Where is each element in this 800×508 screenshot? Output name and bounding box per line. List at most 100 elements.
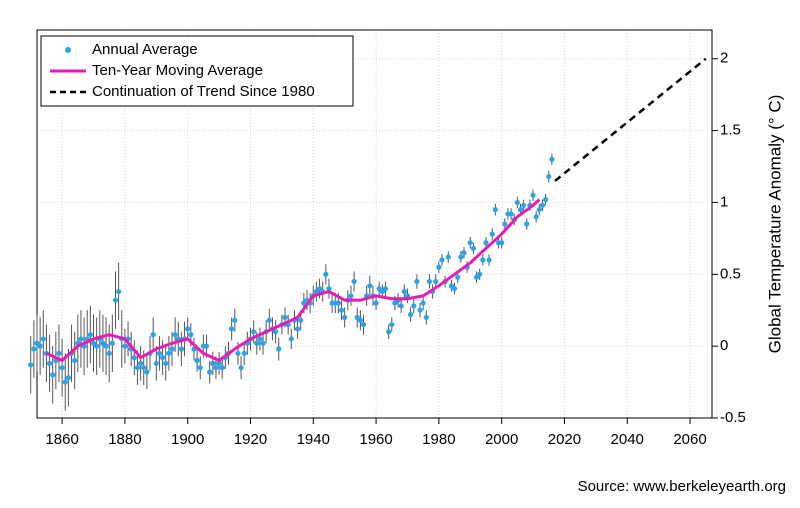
annual-point — [389, 321, 395, 328]
annual-point — [489, 231, 495, 237]
annual-point — [543, 196, 549, 203]
annual-point — [408, 311, 414, 318]
annual-point — [116, 288, 122, 295]
annual-point — [166, 350, 172, 356]
annual-point — [530, 192, 536, 198]
annual-point — [194, 357, 200, 364]
annual-point — [445, 254, 451, 260]
annual-point — [134, 365, 141, 371]
annual-point — [46, 360, 53, 366]
annual-point — [207, 369, 213, 375]
annual-point — [467, 240, 473, 246]
annual-point — [103, 343, 109, 349]
annual-point — [398, 303, 404, 309]
annual-point — [533, 214, 539, 220]
annual-point — [78, 336, 84, 342]
annual-point — [156, 350, 163, 356]
annual-point — [420, 300, 426, 306]
x-tick-label: 2040 — [611, 431, 644, 448]
annual-point — [260, 340, 266, 346]
annual-point — [106, 350, 112, 356]
legend-box — [40, 35, 354, 107]
annual-point — [144, 369, 150, 375]
annual-point — [251, 329, 257, 335]
annual-point — [549, 156, 555, 162]
annual-point — [28, 362, 34, 368]
annual-point — [112, 297, 119, 303]
annual-point — [203, 343, 210, 349]
legend-label: Annual Average — [92, 41, 198, 58]
annual-point — [257, 336, 263, 342]
annual-point — [131, 355, 137, 361]
annual-point — [521, 202, 527, 208]
annual-point — [235, 350, 241, 356]
annual-point — [298, 317, 304, 323]
y-tick-label: 2 — [720, 50, 728, 67]
x-tick-label: 2060 — [673, 431, 706, 448]
y-axis-label: Global Temperature Anomaly (° C) — [765, 95, 784, 354]
annual-point — [56, 350, 62, 356]
annual-point — [499, 240, 505, 246]
annual-point — [188, 332, 194, 338]
y-tick-label: 0 — [720, 337, 728, 354]
annual-point — [492, 207, 498, 213]
annual-point — [536, 207, 542, 213]
annual-point — [65, 375, 71, 381]
annual-point — [386, 329, 392, 335]
annual-point — [351, 278, 357, 285]
annual-point — [461, 250, 467, 256]
annual-point — [238, 365, 244, 371]
y-tick-label: 1.5 — [720, 122, 741, 139]
annual-point — [294, 326, 301, 332]
annual-point — [502, 221, 508, 227]
annual-point — [109, 340, 115, 346]
annual-point — [514, 199, 520, 206]
annual-point — [436, 264, 442, 270]
annual-point — [31, 346, 37, 352]
annual-point — [153, 360, 159, 366]
x-tick-label: 1860 — [45, 431, 78, 448]
annual-point — [439, 257, 445, 263]
annual-point — [163, 360, 169, 366]
annual-point — [517, 207, 524, 213]
annual-point — [357, 317, 363, 323]
annual-point — [426, 278, 433, 285]
annual-point — [40, 336, 46, 342]
x-tick-label: 1900 — [171, 431, 204, 448]
annual-point — [455, 274, 461, 280]
annual-point — [524, 221, 530, 227]
annual-point — [546, 173, 552, 180]
source: Source: www.berkeleyearth.org — [578, 478, 786, 495]
annual-point — [360, 321, 367, 328]
annual-point — [159, 355, 166, 361]
legend-label: Continuation of Trend Since 1980 — [92, 83, 315, 100]
annual-point — [50, 372, 56, 378]
annual-point — [373, 300, 379, 306]
x-tick-label: 2000 — [485, 431, 518, 448]
annual-point — [172, 332, 178, 338]
annual-point — [477, 271, 483, 277]
annual-point — [94, 343, 100, 349]
x-tick-label: 1920 — [234, 431, 267, 448]
y-tick-label: 1 — [720, 193, 728, 210]
annual-point — [169, 346, 175, 352]
annual-point — [335, 300, 341, 306]
annual-point — [423, 314, 429, 321]
annual-point — [338, 307, 345, 313]
trend-line — [554, 57, 707, 182]
annual-point — [417, 307, 423, 313]
annual-point — [367, 283, 373, 289]
annual-point — [37, 343, 43, 349]
annual-point — [254, 340, 260, 346]
annual-point — [216, 360, 222, 366]
moving-average-line — [45, 198, 541, 363]
annual-point — [210, 360, 216, 366]
annual-point — [282, 314, 288, 321]
legend-label: Ten-Year Moving Average — [92, 62, 263, 79]
annual-point — [342, 314, 348, 321]
y-tick-label: 0.5 — [720, 265, 741, 282]
annual-point — [348, 293, 354, 299]
annual-point — [150, 332, 156, 338]
annual-point — [266, 317, 272, 323]
